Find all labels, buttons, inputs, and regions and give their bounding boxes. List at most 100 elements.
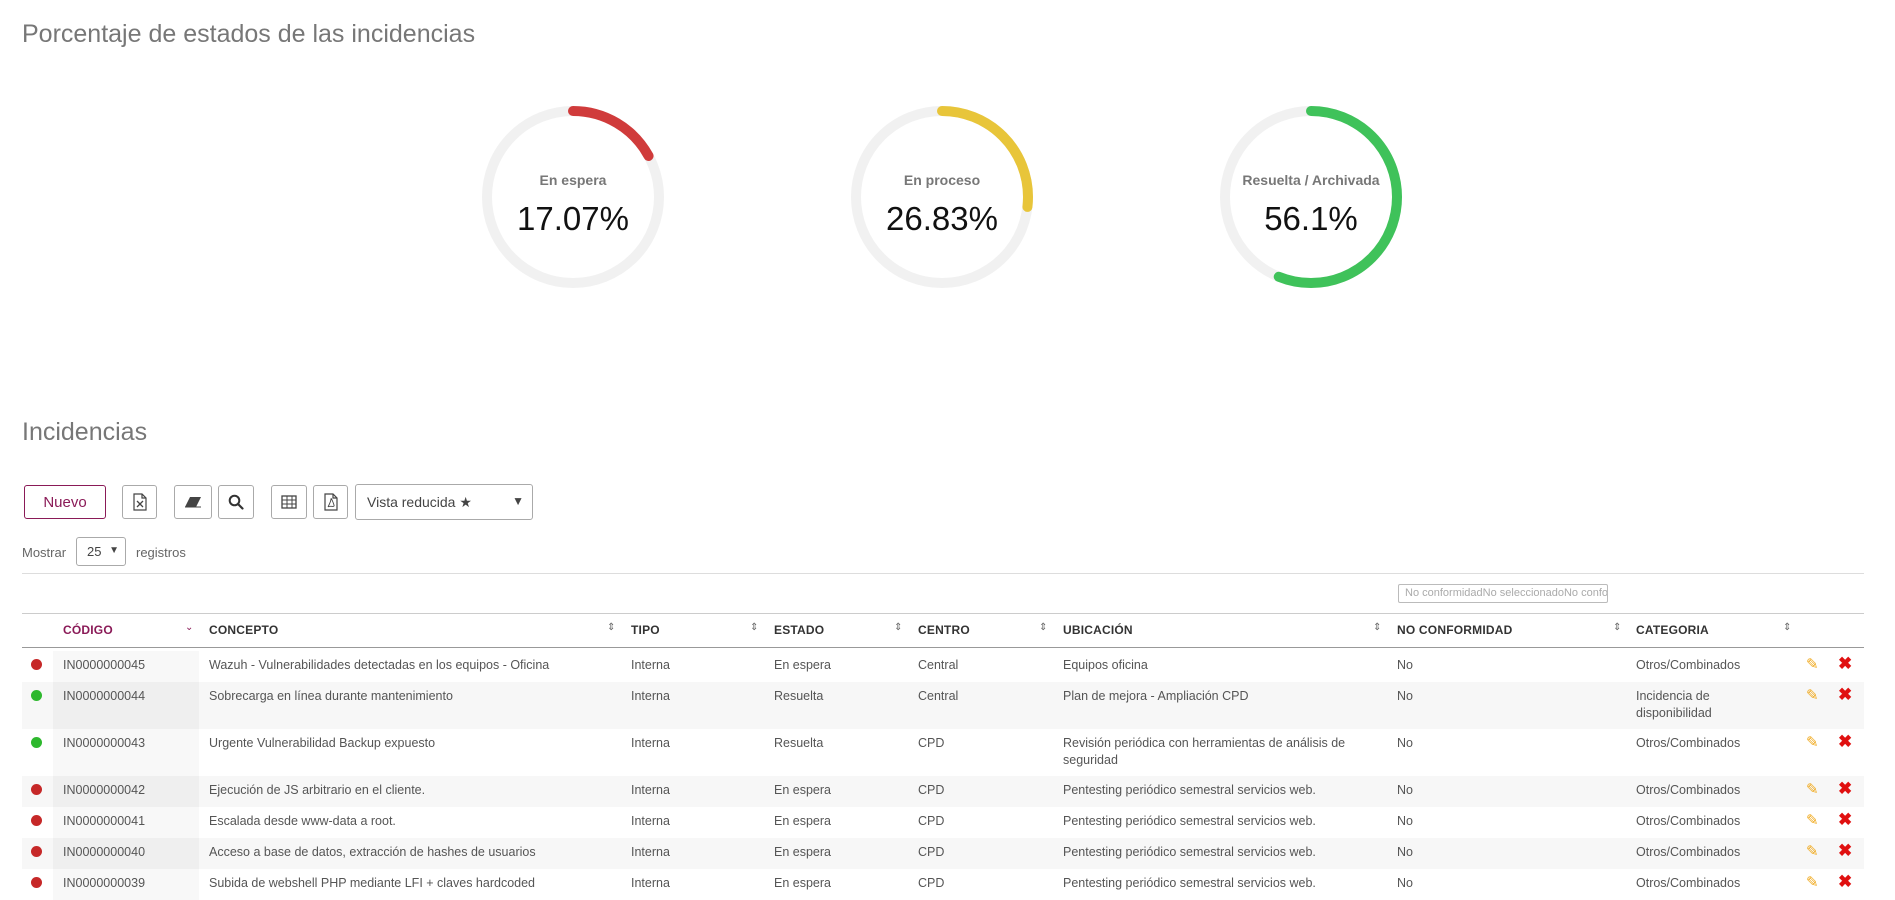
cell-tipo: Interna: [631, 814, 670, 828]
cell-concepto: Escalada desde www-data a root.: [209, 814, 396, 828]
gauge-resuelta: Resuelta / Archivada 56.1%: [1216, 102, 1406, 292]
cell-codigo: IN0000000039: [63, 876, 146, 890]
length-prefix: Mostrar: [22, 545, 67, 560]
pencil-icon[interactable]: ✎: [1806, 687, 1819, 704]
cell-ubicacion: Pentesting periódico semestral servicios…: [1063, 814, 1316, 828]
pencil-icon[interactable]: ✎: [1806, 734, 1819, 751]
pencil-icon[interactable]: ✎: [1806, 656, 1819, 673]
delete-icon[interactable]: ✖: [1838, 654, 1853, 673]
sort-icon[interactable]: ⇕: [1039, 622, 1048, 633]
table-row[interactable]: [22, 776, 1864, 807]
columns-button[interactable]: [271, 485, 307, 519]
table-row[interactable]: [22, 838, 1864, 869]
code-cell-bg: [53, 776, 199, 807]
delete-icon[interactable]: ✖: [1838, 810, 1853, 829]
cell-estado: En espera: [774, 658, 831, 672]
cell-categoria: Otros/Combinados: [1636, 658, 1741, 672]
cell-no-conformidad: No: [1397, 783, 1413, 797]
stats-section-title: Porcentaje de estados de las incidencias: [22, 20, 476, 48]
cell-codigo: IN0000000044: [63, 689, 146, 703]
list-section-title: Incidencias: [22, 418, 148, 446]
cell-no-conformidad: No: [1397, 658, 1413, 672]
gauge-label: En proceso: [903, 172, 981, 188]
sort-icon[interactable]: ⇕: [750, 622, 759, 633]
cell-categoria: Otros/Combinados: [1636, 814, 1741, 828]
page-length-select[interactable]: 25 ▼: [76, 537, 126, 566]
cell-ubicacion: Pentesting periódico semestral servicios…: [1063, 876, 1316, 890]
code-cell-bg: [53, 651, 199, 682]
search-button[interactable]: [218, 485, 254, 519]
file-pdf-icon: [323, 493, 338, 511]
cell-centro: CPD: [918, 736, 945, 750]
cell-estado: En espera: [774, 783, 831, 797]
pencil-icon[interactable]: ✎: [1806, 843, 1819, 860]
gauge-value: 26.83%: [886, 200, 998, 237]
export-pdf-button[interactable]: [313, 485, 348, 519]
status-dot: [31, 737, 42, 748]
gauge-en-proceso: En proceso 26.83%: [847, 102, 1037, 292]
export-excel-button[interactable]: [122, 485, 157, 519]
table-row[interactable]: [22, 869, 1864, 900]
code-cell-bg: [53, 869, 199, 900]
delete-icon[interactable]: ✖: [1838, 872, 1853, 891]
cell-tipo: Interna: [631, 876, 670, 890]
sort-icon[interactable]: ⇕: [1613, 622, 1622, 633]
code-cell-bg: [53, 729, 199, 776]
header-codigo[interactable]: CÓDIGO: [63, 623, 113, 637]
cell-ubicacion: Pentesting periódico semestral servicios…: [1063, 783, 1316, 797]
sort-icon[interactable]: ⇕: [1783, 622, 1792, 633]
header-no-conformidad[interactable]: NO CONFORMIDAD: [1397, 623, 1513, 637]
cell-estado: En espera: [774, 876, 831, 890]
no-conformidad-filter[interactable]: No conformidadNo seleccionadoNo conformi…: [1398, 584, 1608, 603]
new-button[interactable]: Nuevo: [24, 485, 106, 519]
header-ubicacion[interactable]: UBICACIÓN: [1063, 623, 1133, 637]
gauge-arc: [1220, 106, 1402, 288]
table-header-border: [22, 647, 1864, 648]
clear-filters-button[interactable]: [174, 485, 212, 519]
status-dot: [31, 877, 42, 888]
cell-no-conformidad: No: [1397, 876, 1413, 890]
cell-tipo: Interna: [631, 845, 670, 859]
cell-ubicacion: Revisión periódica con herramientas de a…: [1063, 736, 1346, 767]
delete-icon[interactable]: ✖: [1838, 732, 1853, 751]
header-tipo[interactable]: TIPO: [631, 623, 660, 637]
cell-no-conformidad: No: [1397, 845, 1413, 859]
cell-codigo: IN0000000040: [63, 845, 146, 859]
view-select[interactable]: Vista reducida ★ ▼: [355, 484, 533, 520]
cell-categoria: Otros/Combinados: [1636, 845, 1741, 859]
cell-concepto: Urgente Vulnerabilidad Backup expuesto: [209, 736, 436, 750]
delete-icon[interactable]: ✖: [1838, 685, 1853, 704]
gauge-ring: [482, 106, 664, 288]
cell-centro: CPD: [918, 845, 945, 859]
sort-icon[interactable]: ⇕: [1373, 622, 1382, 633]
sort-icon[interactable]: ⇕: [894, 622, 903, 633]
cell-centro: CPD: [918, 783, 945, 797]
header-centro[interactable]: CENTRO: [918, 623, 970, 637]
cell-ubicacion: Equipos oficina: [1063, 658, 1148, 672]
code-cell-bg: [53, 838, 199, 869]
table-row[interactable]: [22, 682, 1864, 729]
table-row[interactable]: [22, 729, 1864, 776]
gauge-value: 17.07%: [517, 200, 629, 237]
gauge-en-espera: En espera 17.07%: [478, 102, 668, 292]
delete-icon[interactable]: ✖: [1838, 841, 1853, 860]
header-concepto[interactable]: CONCEPTO: [209, 623, 279, 637]
code-cell-bg: [53, 807, 199, 838]
cell-estado: Resuelta: [774, 736, 824, 750]
sort-icon[interactable]: ⇕: [607, 622, 616, 633]
header-categoria[interactable]: CATEGORIA: [1636, 623, 1709, 637]
delete-icon[interactable]: ✖: [1838, 779, 1853, 798]
sort-desc-icon[interactable]: ⌄: [185, 622, 194, 633]
table-row[interactable]: [22, 651, 1864, 682]
chevron-down-icon: ▼: [109, 545, 119, 556]
cell-centro: Central: [918, 689, 959, 703]
pencil-icon[interactable]: ✎: [1806, 781, 1819, 798]
cell-codigo: IN0000000041: [63, 814, 146, 828]
table-row[interactable]: [22, 807, 1864, 838]
cell-tipo: Interna: [631, 689, 670, 703]
cell-estado: En espera: [774, 814, 831, 828]
pencil-icon[interactable]: ✎: [1806, 874, 1819, 891]
status-dot: [31, 784, 42, 795]
header-estado[interactable]: ESTADO: [774, 623, 825, 637]
pencil-icon[interactable]: ✎: [1806, 812, 1819, 829]
